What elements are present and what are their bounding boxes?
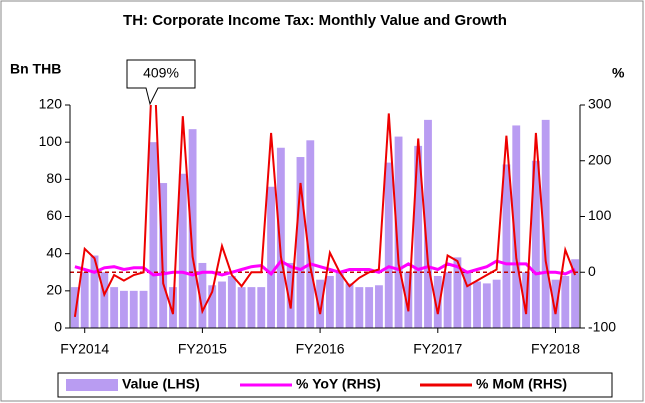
bar xyxy=(90,255,99,328)
bar xyxy=(227,275,236,328)
bar xyxy=(276,147,285,328)
legend-label: % MoM (RHS) xyxy=(476,376,567,392)
bar xyxy=(551,279,560,328)
bar xyxy=(316,279,325,328)
bar xyxy=(149,142,158,328)
bar xyxy=(208,285,217,328)
y-tick-label: 80 xyxy=(46,170,62,186)
bar xyxy=(512,125,521,328)
bar xyxy=(414,145,423,328)
x-tick-label: FY2014 xyxy=(60,341,109,357)
y2-axis-label: % xyxy=(612,65,625,81)
bar xyxy=(188,129,197,328)
bar xyxy=(247,287,256,328)
bar xyxy=(531,160,540,328)
bar xyxy=(218,281,226,328)
legend-label: Value (LHS) xyxy=(122,376,200,392)
bar xyxy=(100,272,109,328)
bar xyxy=(541,119,550,328)
bar xyxy=(267,186,275,328)
callout-box xyxy=(126,59,196,106)
bar xyxy=(335,272,344,328)
bar xyxy=(296,157,305,328)
bar xyxy=(375,285,383,328)
bar xyxy=(139,290,148,328)
bar xyxy=(80,272,89,328)
legend-label: % YoY (RHS) xyxy=(296,376,381,392)
y2-tick-label: 100 xyxy=(588,207,612,223)
y-tick-label: 40 xyxy=(46,244,62,260)
bar xyxy=(365,287,374,328)
bar xyxy=(394,136,403,328)
y2-tick-label: 300 xyxy=(588,96,612,112)
bar xyxy=(473,281,481,328)
bar xyxy=(463,272,472,328)
bar xyxy=(110,287,119,328)
bar xyxy=(482,283,491,328)
chart-title: TH: Corporate Income Tax: Monthly Value … xyxy=(123,12,507,29)
bar xyxy=(384,162,393,328)
bar xyxy=(345,283,354,328)
bar xyxy=(159,183,168,328)
y2-tick-label: 200 xyxy=(588,151,612,167)
bar xyxy=(561,275,570,328)
legend: Value (LHS) % YoY (RHS) % MoM (RHS) xyxy=(66,376,567,392)
y-tick-label: 60 xyxy=(46,207,62,223)
x-tick-label: FY2016 xyxy=(296,341,345,357)
bar xyxy=(502,164,511,328)
y-axis-label: Bn THB xyxy=(10,61,61,77)
y-tick-label: 100 xyxy=(39,133,63,149)
y-tick-label: 120 xyxy=(39,96,63,112)
x-tick-label: FY2017 xyxy=(413,341,462,357)
x-tick-label: FY2018 xyxy=(531,341,580,357)
legend-swatch xyxy=(66,379,118,391)
bar xyxy=(424,119,432,328)
bar xyxy=(433,275,442,328)
annotation: 409% xyxy=(143,65,179,81)
y-tick-label: 0 xyxy=(54,319,62,335)
bar xyxy=(286,262,295,328)
x-tick-label: FY2015 xyxy=(178,341,227,357)
y-tick-label: 20 xyxy=(46,282,62,298)
bar xyxy=(355,287,364,328)
bar xyxy=(453,257,462,328)
bar xyxy=(198,262,207,328)
bar xyxy=(120,290,128,328)
y2-tick-label: 0 xyxy=(588,263,596,279)
bar xyxy=(129,290,138,328)
line-series xyxy=(73,105,577,318)
bar xyxy=(571,259,580,328)
bar xyxy=(178,173,187,328)
bar xyxy=(70,287,79,328)
line-series xyxy=(74,259,576,277)
legend-box xyxy=(57,372,613,398)
bar xyxy=(306,140,315,328)
y2-tick-label: -100 xyxy=(588,319,616,335)
bar xyxy=(443,272,452,328)
plot-area xyxy=(70,105,580,328)
bar xyxy=(492,279,501,328)
bar xyxy=(257,287,266,328)
bar xyxy=(237,287,246,328)
bar xyxy=(325,275,334,328)
callout: 409% xyxy=(126,59,196,106)
